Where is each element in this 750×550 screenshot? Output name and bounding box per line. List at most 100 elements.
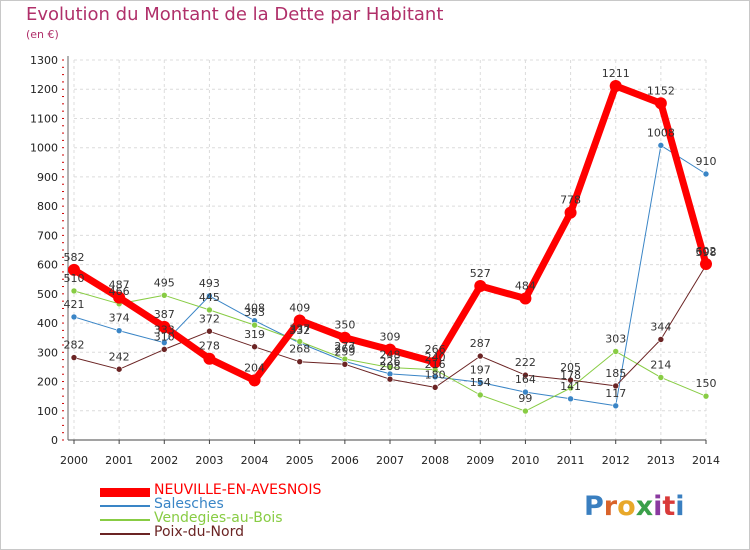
data-label: 226 xyxy=(380,355,401,368)
y-tick-label: 0 xyxy=(51,434,58,447)
y-tick-label: 200 xyxy=(37,376,58,389)
data-point xyxy=(654,97,667,110)
x-tick-label: 2007 xyxy=(376,454,404,467)
data-point xyxy=(160,339,168,346)
y-tick-label: 1200 xyxy=(30,83,58,96)
data-point xyxy=(657,374,665,381)
data-point xyxy=(70,287,78,295)
x-tick-label: 2014 xyxy=(692,454,720,467)
data-label: 268 xyxy=(289,343,310,356)
data-label: 409 xyxy=(289,301,310,314)
y-tick-label: 600 xyxy=(37,259,58,272)
data-label: 99 xyxy=(518,392,532,405)
data-label: 242 xyxy=(109,350,130,363)
y-tick-label: 1100 xyxy=(30,112,58,125)
data-point xyxy=(115,365,123,373)
data-label: 778 xyxy=(560,194,581,207)
data-point xyxy=(296,338,304,345)
data-point xyxy=(522,388,529,396)
data-point xyxy=(609,80,622,93)
data-point xyxy=(612,402,620,410)
data-point xyxy=(160,346,168,353)
legend-label: NEUVILLE-EN-AVESNOIS xyxy=(154,482,322,498)
legend-swatch xyxy=(100,487,150,497)
chart-subtitle: (en €) xyxy=(26,28,59,41)
data-label: 337 xyxy=(289,322,310,335)
proxiti-logo: Proxiti xyxy=(584,491,685,522)
legend-label: Poix-du-Nord xyxy=(154,524,244,540)
y-tick-label: 300 xyxy=(37,346,58,359)
data-label: 310 xyxy=(154,330,175,343)
data-label: 204 xyxy=(244,361,265,374)
data-point xyxy=(700,258,712,271)
legend-label: Salesches xyxy=(154,496,224,512)
x-tick-label: 2012 xyxy=(602,454,630,467)
y-tick-label: 800 xyxy=(37,200,58,213)
data-point xyxy=(160,292,168,299)
data-point xyxy=(68,263,80,276)
x-tick-label: 2001 xyxy=(105,454,133,467)
data-label: 387 xyxy=(154,308,175,321)
y-tick-label: 1000 xyxy=(30,142,58,155)
data-label: 216 xyxy=(425,358,446,371)
data-label: 495 xyxy=(154,276,175,289)
data-label: 1008 xyxy=(647,126,675,139)
data-point xyxy=(702,392,710,400)
data-label: 408 xyxy=(244,302,265,315)
data-label: 269 xyxy=(334,342,355,355)
logo-letter: i xyxy=(675,491,685,522)
logo-letter: i xyxy=(653,491,663,522)
data-point xyxy=(702,170,710,178)
data-point xyxy=(519,292,532,305)
data-label: 150 xyxy=(696,377,717,390)
data-label: 278 xyxy=(199,340,220,353)
data-point xyxy=(612,348,620,355)
x-tick-label: 2008 xyxy=(421,454,449,467)
logo-letter: t xyxy=(662,491,676,522)
data-point xyxy=(384,343,396,356)
data-point xyxy=(206,292,213,300)
data-label: 259 xyxy=(334,345,355,358)
x-tick-label: 2011 xyxy=(557,454,585,467)
data-label: 141 xyxy=(560,380,581,393)
data-label: 222 xyxy=(515,356,536,369)
data-point xyxy=(476,352,484,360)
y-tick-label: 1300 xyxy=(30,54,58,67)
data-point xyxy=(612,382,620,390)
x-tick-label: 2003 xyxy=(195,454,223,467)
data-label: 332 xyxy=(289,324,310,337)
y-tick-label: 700 xyxy=(37,229,58,242)
y-tick-label: 100 xyxy=(37,405,58,418)
data-label: 582 xyxy=(64,251,85,264)
data-label: 164 xyxy=(515,373,536,386)
data-point xyxy=(657,142,665,149)
x-tick-label: 2005 xyxy=(286,454,314,467)
data-point xyxy=(564,206,577,219)
data-label: 421 xyxy=(64,298,85,311)
data-point xyxy=(386,364,394,371)
data-label: 178 xyxy=(560,369,581,382)
data-point xyxy=(474,279,487,292)
data-label: 910 xyxy=(696,155,717,168)
x-tick-label: 2009 xyxy=(466,454,494,467)
data-label: 1211 xyxy=(602,67,630,80)
data-point xyxy=(476,391,484,399)
data-point xyxy=(70,354,78,361)
data-label: 309 xyxy=(380,331,401,344)
data-label: 344 xyxy=(650,320,671,333)
data-label: 180 xyxy=(425,368,446,381)
data-point xyxy=(338,331,351,344)
data-label: 197 xyxy=(470,363,491,376)
y-tick-label: 400 xyxy=(37,317,58,330)
data-label: 303 xyxy=(605,332,626,345)
data-point xyxy=(386,375,394,383)
data-label: 510 xyxy=(64,272,85,285)
data-point xyxy=(567,384,574,392)
data-label: 185 xyxy=(605,367,626,380)
data-point xyxy=(522,371,529,379)
data-point xyxy=(251,343,258,351)
data-point xyxy=(293,314,306,327)
data-label: 214 xyxy=(650,358,671,371)
data-point xyxy=(522,407,529,415)
